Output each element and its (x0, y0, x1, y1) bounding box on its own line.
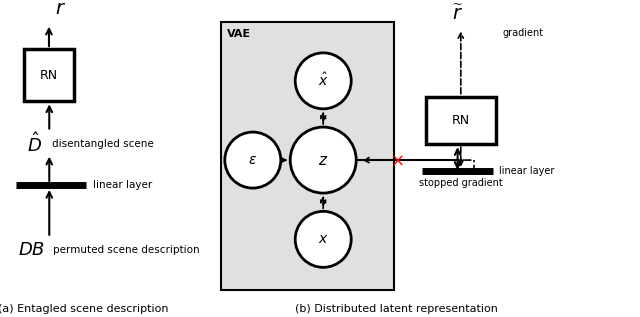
Text: $\widetilde{r}$: $\widetilde{r}$ (55, 0, 67, 19)
Text: (b) Distributed latent representation: (b) Distributed latent representation (296, 304, 498, 314)
Text: RN: RN (452, 114, 470, 127)
Text: permuted scene description: permuted scene description (53, 245, 200, 256)
Text: $z$: $z$ (318, 152, 328, 168)
Text: stopped gradient: stopped gradient (419, 178, 503, 188)
Text: linear layer: linear layer (93, 180, 152, 191)
Bar (24, 49, 74, 101)
Ellipse shape (295, 53, 351, 109)
Text: $x$: $x$ (318, 232, 328, 246)
Ellipse shape (290, 127, 356, 193)
Text: $\widetilde{r}$: $\widetilde{r}$ (452, 4, 463, 24)
Bar (221, 22, 394, 290)
Text: $\times$: $\times$ (390, 151, 404, 169)
Text: $\epsilon$: $\epsilon$ (248, 153, 257, 167)
Ellipse shape (295, 211, 351, 267)
Text: VAE: VAE (227, 29, 252, 39)
Text: linear layer: linear layer (499, 166, 555, 176)
Bar (426, 97, 496, 144)
Text: (a) Entagled scene description: (a) Entagled scene description (0, 304, 168, 314)
Text: $DB$: $DB$ (18, 242, 45, 259)
Text: gradient: gradient (502, 28, 543, 38)
Text: RN: RN (40, 69, 58, 82)
Ellipse shape (225, 132, 281, 188)
Text: $\hat{D}$: $\hat{D}$ (27, 133, 42, 156)
Text: disentangled scene: disentangled scene (52, 139, 154, 149)
Text: $\hat{x}$: $\hat{x}$ (318, 72, 328, 89)
